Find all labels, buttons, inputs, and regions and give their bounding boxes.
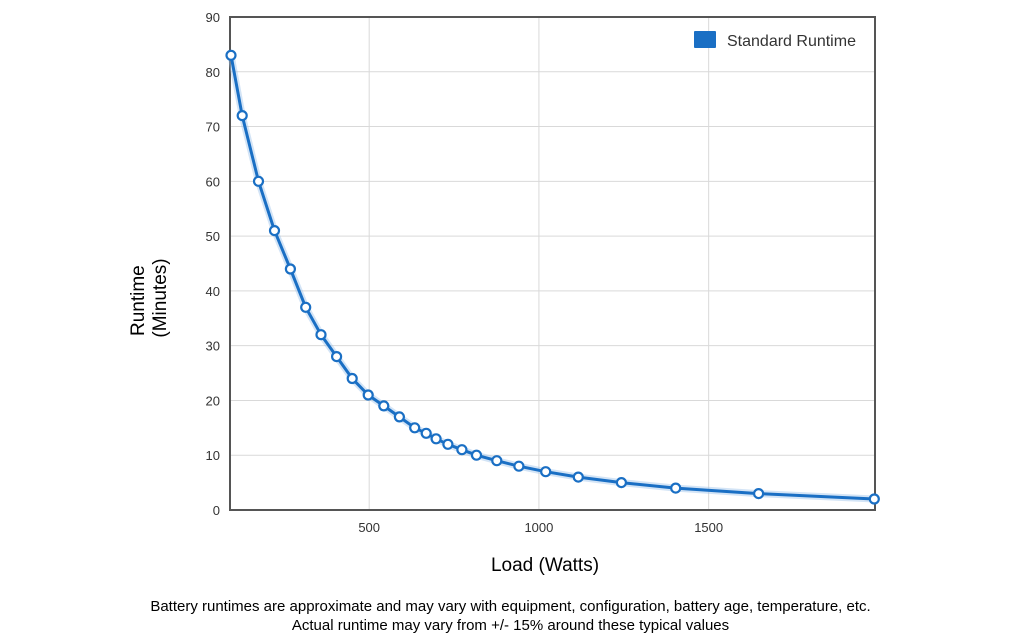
x-axis-ticks: 500 1000 1500: [358, 520, 723, 535]
data-point[interactable]: [268, 225, 281, 237]
data-point[interactable]: [572, 471, 584, 483]
y-tick-label: 90: [206, 10, 220, 25]
data-point[interactable]: [378, 400, 390, 412]
runtime-chart: 0 10 20 30 40 50 60 70 80 90 500 1000 1500 Standard…: [128, 10, 880, 576]
data-point[interactable]: [362, 389, 374, 401]
data-point[interactable]: [430, 433, 442, 445]
data-point[interactable]: [442, 438, 454, 450]
data-point[interactable]: [868, 493, 880, 505]
plot-frame: [229, 16, 876, 511]
data-point[interactable]: [300, 301, 312, 313]
data-point[interactable]: [393, 411, 405, 423]
y-tick-label: 70: [206, 120, 220, 135]
series-line-glow: [227, 51, 878, 503]
data-point[interactable]: [513, 460, 525, 472]
data-point[interactable]: [346, 372, 358, 385]
data-point[interactable]: [540, 466, 552, 478]
series-layer: [225, 49, 880, 505]
y-axis-title-line-1: Runtime: [128, 265, 149, 336]
footer-disclaimer-line-1: Battery runtimes are approximate and may…: [150, 598, 871, 615]
legend-swatch: [694, 31, 716, 48]
x-tick-label: 1500: [694, 520, 723, 535]
data-point[interactable]: [670, 482, 682, 494]
legend-label: Standard Runtime: [727, 33, 856, 50]
data-point[interactable]: [752, 488, 765, 500]
data-point[interactable]: [331, 351, 343, 363]
data-point[interactable]: [615, 477, 628, 489]
data-point[interactable]: [470, 449, 483, 461]
data-point[interactable]: [491, 455, 503, 467]
grid-lines: [230, 16, 875, 511]
series-line: [229, 53, 876, 501]
data-point[interactable]: [420, 427, 432, 439]
y-axis-title-line-2: (Minutes): [150, 258, 171, 337]
y-tick-label: 10: [206, 448, 220, 463]
y-tick-label: 50: [206, 229, 220, 244]
footer-disclaimer-line-2: Actual runtime may vary from +/- 15% aro…: [291, 617, 730, 634]
data-point[interactable]: [236, 109, 248, 122]
x-tick-label: 500: [358, 520, 380, 535]
y-tick-label: 80: [206, 65, 220, 80]
y-tick-label: 0: [213, 503, 220, 518]
data-point[interactable]: [456, 444, 468, 456]
legend[interactable]: Standard Runtime: [694, 31, 856, 50]
y-axis-title: Runtime (Minutes): [128, 258, 171, 337]
y-tick-label: 40: [206, 284, 220, 299]
data-point[interactable]: [284, 263, 296, 275]
data-point[interactable]: [252, 175, 265, 187]
y-tick-label: 20: [206, 393, 220, 408]
data-point[interactable]: [315, 329, 327, 341]
x-axis-title: Load (Watts): [491, 555, 599, 576]
y-tick-label: 30: [206, 339, 220, 354]
y-tick-label: 60: [206, 174, 220, 189]
data-point[interactable]: [225, 49, 237, 61]
y-axis-ticks: 0 10 20 30 40 50 60 70 80 90: [206, 10, 220, 518]
data-point[interactable]: [409, 422, 421, 434]
x-tick-label: 1000: [524, 520, 553, 535]
